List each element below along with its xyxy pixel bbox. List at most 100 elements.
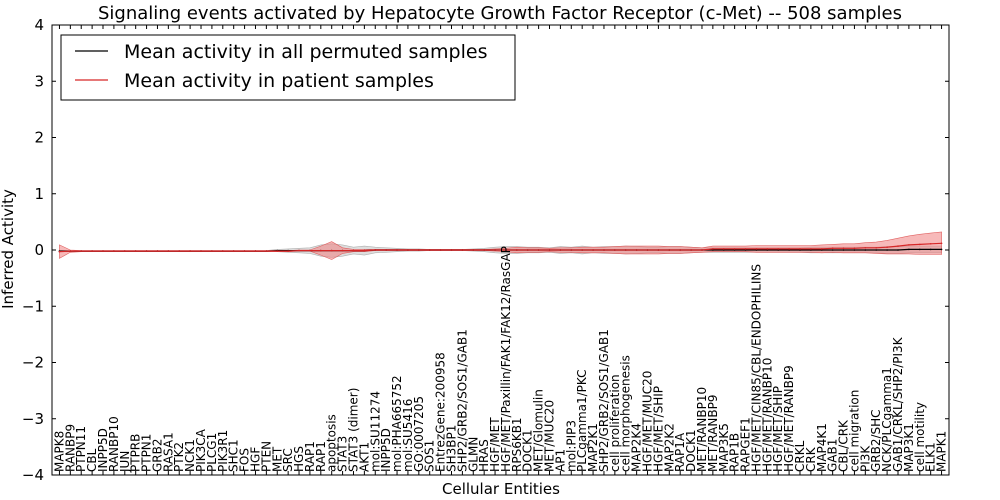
x-tick-label: MAP2K4 [630,423,644,472]
x-tick-label: MET/Glomulin [532,389,546,472]
x-tick-label: MAP3K1 [902,423,916,472]
x-tick-label: INPP5D [379,428,393,472]
data-point-patient [581,249,583,251]
series-lines [58,242,943,253]
x-tick-label: MAPK8 [52,431,66,472]
data-point-patient [407,249,409,251]
x-tick-label: RAP1 [314,441,328,472]
data-point-patient [668,249,671,251]
x-tick-label: mol:SU11274 [368,391,382,472]
y-axis-label: Inferred Activity [0,189,17,309]
data-point-patient [657,249,660,251]
data-point-patient [80,250,82,252]
x-tick-label: MAP2K2 [662,423,676,472]
y-tick-label: −4 [22,466,44,484]
data-point-patient [243,250,246,252]
x-tick-label: HRAS [477,439,491,472]
x-tick-label: PLCgamma1/PKC [575,369,589,472]
data-point-patient [428,249,431,251]
x-tick-label: PTPRB [129,434,143,472]
data-point-patient [908,244,910,246]
data-point-permuted [810,249,812,251]
data-point-permuted [842,249,845,251]
x-tick-label: PLCG1 [205,433,219,472]
data-point-patient [58,250,61,253]
x-tick-label: PTK2 [172,442,186,472]
data-point-permuted [897,249,899,251]
data-point-patient [646,249,649,251]
x-tick-label: CBL [85,448,99,472]
y-tick-label: 2 [34,129,44,147]
data-point-patient [723,248,725,250]
x-tick-label: CBL/CRK [837,419,851,472]
x-tick-label: HGF/MET/CIN85/CBL/ENDOPHILINS [749,264,763,472]
x-tick-label: cell proliferation [608,374,622,472]
data-point-permuted [853,249,856,251]
data-point-patient [853,247,856,250]
data-point-permuted [723,249,725,251]
data-point-patient [439,249,442,251]
x-tick-label: MET/RANBP9 [706,395,720,472]
x-tick-label: mol:PHA665752 [390,375,404,472]
data-point-patient [276,250,279,252]
series-line-patient [59,242,942,253]
data-point-permuted [777,249,779,251]
y-tick-label: −1 [22,297,44,315]
x-tick-label: PI3K [858,445,872,472]
x-tick-label: mol:PIP3 [564,420,578,472]
data-point-patient [461,249,464,251]
data-point-patient [864,247,867,249]
x-tick-label: RAPGEF1 [739,417,753,472]
x-tick-label: SHP2/GRB2/SOS1/GAB1 [597,329,611,472]
x-tick-label: GLMN [466,437,480,472]
x-tick-label: cell motility [913,402,927,472]
data-point-permuted [864,249,867,251]
y-tick-label: 0 [34,241,44,259]
data-point-permuted [940,248,943,251]
data-point-patient [690,249,692,251]
data-point-patient [363,249,366,252]
x-tick-label: SHC1 [227,439,241,472]
data-point-permuted [875,249,877,251]
x-tick-label: GAB1/CRKL/SHP2/PI3K [891,336,905,472]
data-point-patient [265,250,268,252]
data-point-permuted [799,249,801,251]
data-point-patient [940,242,943,245]
data-point-patient [624,249,627,251]
x-tick-label: RAP1 [303,441,317,472]
x-tick-label: JUN [118,451,132,473]
data-point-patient [189,250,191,252]
x-tick-label: PTPN11 [74,426,88,472]
x-tick-label: GRB2/SHC [869,409,883,472]
data-point-patient [831,247,834,250]
data-point-patient [102,250,104,252]
data-point-patient [744,248,747,250]
y-axis-ticks: −4 −3 −2 −1 0 1 2 3 4 [22,16,949,484]
x-tick-label: HGF/MET/MUC20 [641,371,655,472]
data-point-patient [897,245,899,247]
x-tick-label: CRKL [793,440,807,472]
x-tick-label: SHP2/GRB2/SOS1/GAB1 [455,329,469,472]
data-point-patient [298,249,300,252]
data-point-patient [200,250,202,252]
data-point-patient [374,249,377,251]
data-point-patient [516,249,518,251]
x-tick-label: mol:SU5416 [401,399,415,472]
data-point-patient [91,250,93,252]
data-point-patient [494,249,496,251]
x-tick-label: NCK/PLCgamma1 [880,367,894,472]
x-tick-label: DOCK1 [684,429,698,472]
x-tick-label: AP1 [553,449,567,472]
x-tick-label: INPP5D [96,428,110,472]
data-point-patient [330,249,333,252]
data-point-permuted [744,249,747,251]
data-point-patient [178,250,180,252]
data-point-patient [701,249,703,251]
x-tick-label: DOCK1 [521,429,535,472]
x-tick-label: GAB1 [826,439,840,472]
data-point-patient [156,250,159,252]
x-tick-label: HGF/MET [488,417,502,472]
x-tick-label: RASA1 [161,432,175,472]
x-tick-label: SOS1 [423,440,437,472]
x-tick-label: RANBP10 [107,416,121,472]
